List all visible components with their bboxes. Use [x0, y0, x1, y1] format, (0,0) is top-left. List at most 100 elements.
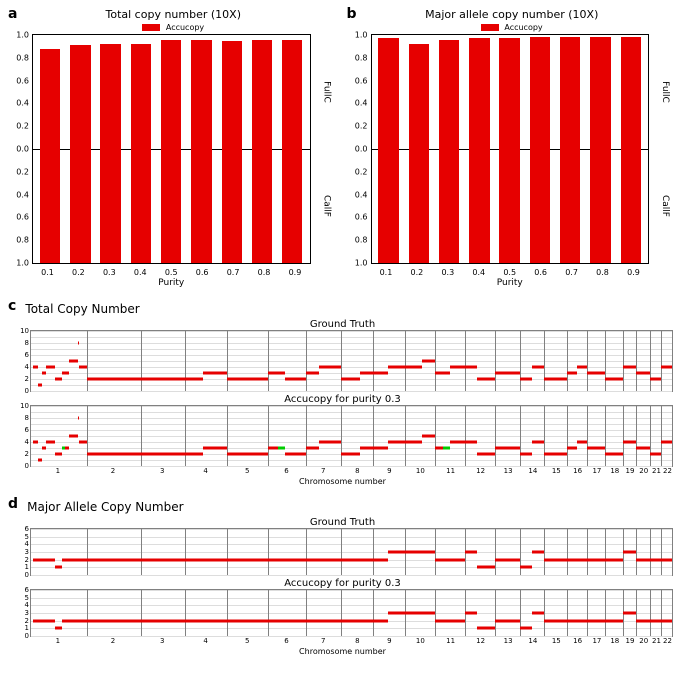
- segment: [373, 372, 387, 375]
- xtick: 0.8: [258, 268, 271, 277]
- xtick: 0.8: [596, 268, 609, 277]
- panel-a-title: Total copy number (10X): [8, 8, 339, 21]
- chrom-label: 15: [552, 467, 561, 475]
- segment: [623, 366, 636, 369]
- ytick: 0.6: [348, 76, 368, 85]
- chrom-label: 13: [504, 637, 513, 645]
- bar: [409, 149, 429, 263]
- segment: [661, 558, 672, 561]
- segment: [636, 558, 650, 561]
- segment: [477, 453, 495, 456]
- right-label-top: FullC: [660, 81, 670, 103]
- panel-a: a Total copy number (10X) Accucopy FullC…: [8, 8, 339, 288]
- chrom-label: 16: [573, 467, 582, 475]
- panel-a-plot: FullC CallF 1.00.80.60.40.20.00.20.40.60…: [32, 34, 311, 264]
- segment: [435, 372, 449, 375]
- chrom-label: 8: [355, 637, 359, 645]
- panel-b-label: b: [347, 6, 357, 22]
- segment: [605, 619, 622, 622]
- segment: [388, 366, 405, 369]
- xtick: 0.2: [411, 268, 424, 277]
- ytick: 1.0: [9, 31, 29, 40]
- chrom-label: 18: [610, 467, 619, 475]
- segment: [45, 619, 55, 622]
- chrom-label: 11: [446, 637, 455, 645]
- bar: [530, 37, 550, 149]
- bar: [409, 44, 429, 149]
- panel-b: b Major allele copy number (10X) Accucop…: [347, 8, 678, 288]
- chrom-labels: 12345678910111213141516171819202122: [30, 637, 673, 647]
- xtick: 0.9: [627, 268, 640, 277]
- segment: [405, 551, 435, 554]
- chrom-label: 2: [111, 637, 115, 645]
- segment: [605, 558, 622, 561]
- chrom-label: 22: [663, 467, 672, 475]
- segment: [55, 453, 62, 456]
- xtick: 0.1: [41, 268, 54, 277]
- segment: [544, 558, 567, 561]
- segment: [373, 447, 387, 450]
- panel-c-label: c: [8, 298, 16, 314]
- xtick: 0.7: [565, 268, 578, 277]
- chrom-label: 17: [592, 637, 601, 645]
- segment: [373, 558, 387, 561]
- ytick: 6: [15, 426, 29, 434]
- chrom-label: 20: [639, 637, 648, 645]
- segment: [373, 619, 387, 622]
- right-label-bot: CallF: [660, 195, 670, 217]
- segment: [268, 447, 278, 450]
- ytick: 6: [15, 351, 29, 359]
- bar: [282, 149, 302, 263]
- segment: [405, 612, 435, 615]
- chrom-label: 12: [476, 637, 485, 645]
- genome-subplot: 0123456: [30, 528, 673, 576]
- ytick: 0.6: [9, 213, 29, 222]
- segment: [79, 366, 87, 369]
- bar: [469, 149, 489, 263]
- panel-a-xlabel: Purity: [32, 278, 311, 288]
- chrom-label: 7: [321, 637, 325, 645]
- segment: [465, 551, 477, 554]
- segment: [465, 441, 477, 444]
- bar: [282, 40, 302, 149]
- segment: [650, 619, 661, 622]
- panel-c-title: Total Copy Number: [25, 302, 139, 316]
- chrom-label: 14: [528, 637, 537, 645]
- ytick: 5: [15, 594, 29, 602]
- genome-subplot: 0123456: [30, 589, 673, 637]
- ytick: 0.6: [9, 76, 29, 85]
- segment: [141, 378, 185, 381]
- segment: [495, 619, 520, 622]
- ytick: 0.2: [9, 122, 29, 131]
- bar: [560, 149, 580, 263]
- panels-ab-row: a Total copy number (10X) Accucopy FullC…: [8, 8, 677, 288]
- segment: [45, 558, 55, 561]
- chrom-label: 5: [245, 637, 249, 645]
- bar: [222, 149, 242, 263]
- segment: [650, 558, 661, 561]
- segment: [435, 558, 465, 561]
- bar: [100, 149, 120, 263]
- ytick: 0: [15, 387, 29, 395]
- segment: [587, 558, 606, 561]
- ytick: 4: [15, 540, 29, 548]
- ytick: 10: [15, 327, 29, 335]
- segment: [495, 447, 520, 450]
- chrom-label: 6: [284, 637, 288, 645]
- segment: [567, 372, 577, 375]
- legend-swatch: [481, 24, 499, 31]
- segment: [360, 447, 373, 450]
- xtick: 0.3: [103, 268, 116, 277]
- chrom-label: 19: [626, 467, 635, 475]
- xtick: 0.5: [503, 268, 516, 277]
- ytick: 4: [15, 438, 29, 446]
- segment: [405, 366, 422, 369]
- segment: [465, 366, 477, 369]
- genome-subplot-title: Ground Truth: [8, 319, 677, 330]
- ytick: 2: [15, 617, 29, 625]
- chrom-label: 21: [652, 467, 661, 475]
- segment: [87, 558, 374, 561]
- segment: [443, 447, 450, 450]
- segment: [650, 378, 661, 381]
- segment: [46, 441, 55, 444]
